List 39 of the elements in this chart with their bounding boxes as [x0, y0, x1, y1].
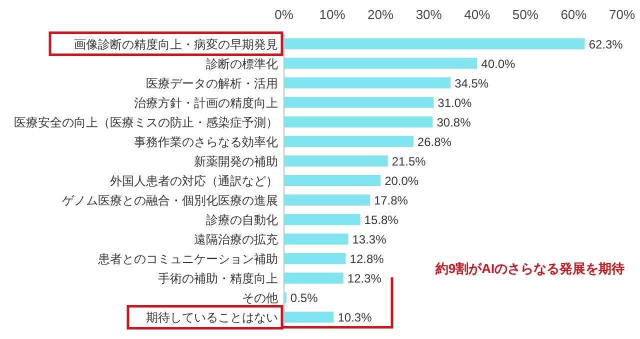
data-label: 0.5%: [290, 291, 318, 306]
data-label: 15.8%: [364, 213, 399, 228]
y-tick-label: 治療方針・計画の精度向上: [134, 96, 278, 110]
data-label: 62.3%: [588, 37, 624, 52]
annotation: 約9割がAIのさらなる発展を期待: [434, 261, 625, 276]
y-tick-label: 患者とのコミュニケーション補助: [97, 252, 278, 266]
y-tick-label: その他: [242, 291, 278, 306]
y-tick-label: 医療安全の向上（医療ミスの防止・感染症予測）: [14, 115, 278, 130]
y-tick-label: 事務作業のさらなる効率化: [134, 134, 278, 149]
y-tick-label: ゲノム医療との融合・個別化医療の進展: [62, 194, 278, 208]
data-label: 31.0%: [438, 96, 472, 110]
y-tick-label: 診断の標準化: [206, 56, 278, 71]
y-tick-label: 手術の補助・精度向上: [158, 272, 278, 286]
data-label: 12.8%: [350, 252, 384, 266]
x-tick-label: 20%: [368, 7, 394, 22]
data-label: 20.0%: [384, 174, 419, 188]
x-tick-label: 40%: [464, 7, 491, 22]
data-label: 21.5%: [392, 154, 426, 168]
data-label: 30.8%: [436, 115, 472, 130]
y-tick-label: 遠隔治療の拡充: [194, 232, 278, 247]
y-tick-label: 診療の自動化: [206, 213, 278, 228]
x-tick-label: 0%: [274, 7, 294, 22]
x-tick-label: 50%: [512, 7, 539, 22]
data-label: 40.0%: [481, 56, 516, 71]
y-tick-label: 期待していることはない: [146, 310, 278, 325]
data-label: 17.8%: [374, 194, 408, 208]
y-tick-label: 医療データの解析・活用: [146, 76, 278, 90]
y-tick-label: 画像診断の精度向上・病変の早期発見: [74, 37, 278, 52]
data-label: 34.5%: [454, 76, 489, 90]
data-label: 12.3%: [347, 272, 382, 286]
y-tick-label: 外国人患者の対応（通訳など）: [110, 174, 278, 188]
data-label: 10.3%: [338, 310, 372, 325]
x-tick-label: 10%: [319, 7, 346, 22]
x-tick-label: 70%: [608, 7, 636, 22]
x-tick-label: 60%: [560, 7, 588, 22]
x-tick-label: 30%: [416, 7, 442, 22]
data-label: 26.8%: [417, 134, 452, 149]
y-tick-label: 新薬開発の補助: [194, 154, 278, 168]
data-label: 13.3%: [352, 232, 387, 247]
